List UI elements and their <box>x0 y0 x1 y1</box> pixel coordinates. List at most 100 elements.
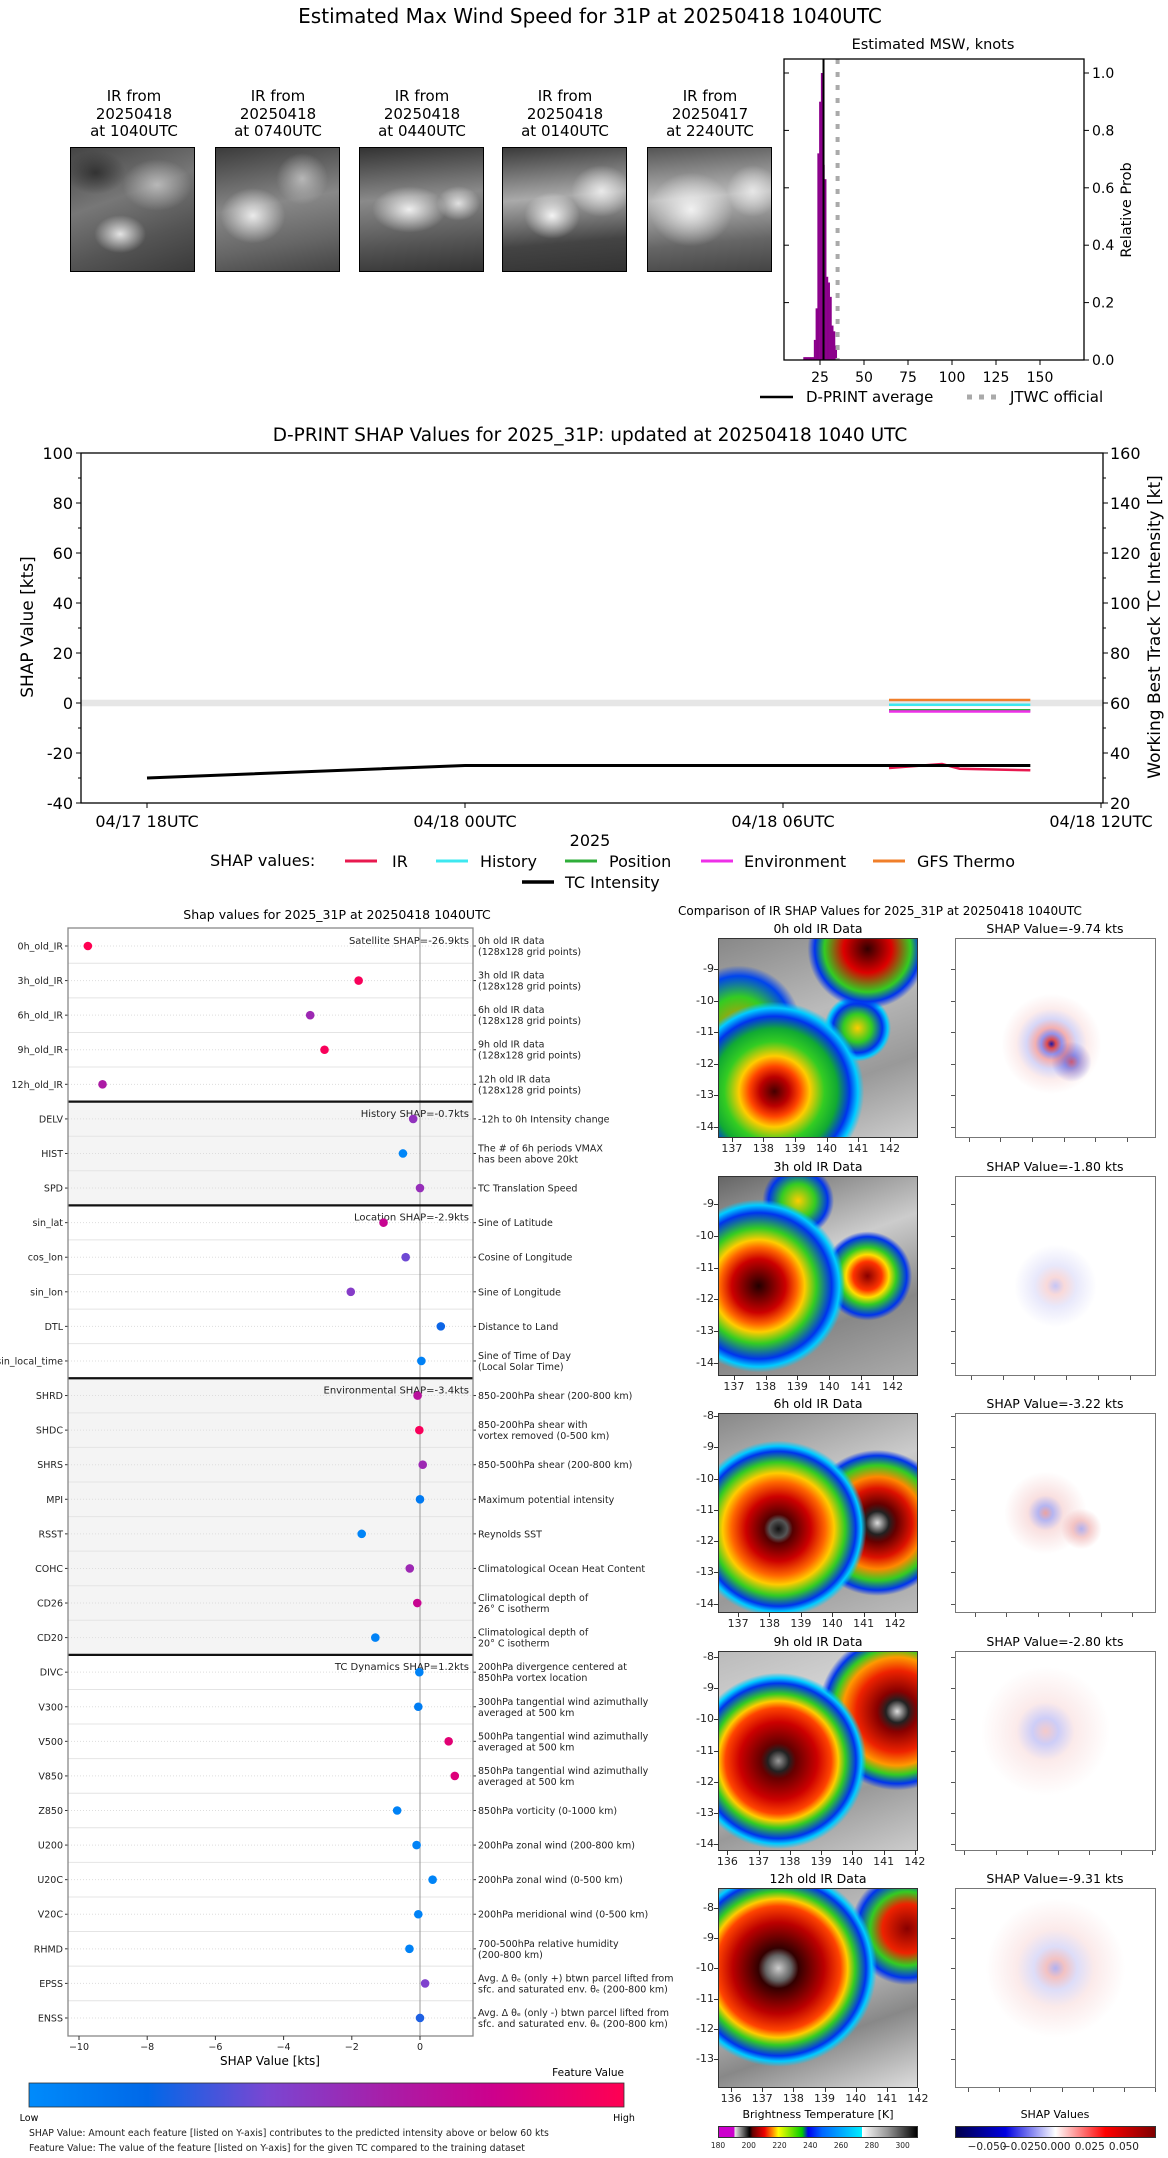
shap-lat-tick <box>951 1095 955 1097</box>
histogram-bar <box>808 357 811 360</box>
ir-panel-title: 9h old IR Data <box>773 1633 863 1649</box>
lon-tick-label: 140 <box>841 1854 863 1868</box>
lat-tick <box>714 1299 718 1301</box>
lat-tick <box>714 1000 718 1002</box>
feature-description: 200hPa divergence centered at <box>478 1662 627 1673</box>
shap-lat-tick <box>951 1235 955 1237</box>
feature-dot <box>436 1322 446 1331</box>
histogram-bar <box>829 296 832 360</box>
lat-tick-label: -10 <box>696 1471 714 1485</box>
lon-tick-label: 142 <box>884 1617 906 1630</box>
lat-tick <box>714 1063 718 1065</box>
lat-tick <box>714 1204 718 1206</box>
lon-tick <box>731 2088 733 2092</box>
feature-description: Reynolds SST <box>478 1529 542 1540</box>
lon-tick-label: 141 <box>850 1379 872 1393</box>
shap-lat-tick <box>951 1656 955 1658</box>
feature-description: (128x128 grid points) <box>478 982 581 993</box>
lon-tick-label: 140 <box>816 1142 838 1155</box>
feature-description: 3h old IR data <box>478 971 544 982</box>
shap-colorbar-title: SHAP Values <box>1020 2108 1090 2121</box>
feature-dot <box>415 1425 424 1435</box>
shap-lat-tick <box>951 2028 955 2030</box>
lat-tick <box>714 1938 718 1939</box>
x-tick-label: 04/18 12UTC <box>1049 812 1152 831</box>
feature-description: The # of 6h periods VMAX <box>477 1143 603 1154</box>
lon-tick <box>858 1138 860 1142</box>
lat-tick-label: -9 <box>703 1440 714 1454</box>
lat-tick <box>714 1907 718 1909</box>
lat-tick-label: -11 <box>696 1025 714 1039</box>
lat-tick <box>714 1541 718 1543</box>
x-tick-label: 04/18 00UTC <box>413 812 516 831</box>
lat-tick <box>714 1126 718 1128</box>
y-tick-label: 100 <box>42 444 73 463</box>
lon-tick <box>794 1138 796 1142</box>
thumbnail-label: IR from 20250418 at 0740UTC <box>198 87 358 141</box>
x-tick-label: 0 <box>417 2042 423 2053</box>
thumb-label-line: IR from <box>537 87 593 105</box>
lat-tick-label: -12 <box>696 1534 714 1548</box>
feature-description: 850hPa vorticity (0-1000 km) <box>478 1806 617 1817</box>
feature-description: Sine of Latitude <box>478 1218 553 1229</box>
feature-dot <box>320 1045 329 1055</box>
shap-value-map <box>955 938 1156 1138</box>
thumb-label-line: at 0440UTC <box>378 122 466 140</box>
shap-panel-title: SHAP Value=-9.31 kts <box>986 1871 1124 1886</box>
shap-lat-tick <box>951 1299 955 1301</box>
group-shap-label: Environmental SHAP=-3.4kts <box>324 1386 470 1397</box>
shap-panel-title: SHAP Value=-3.22 kts <box>986 1396 1124 1411</box>
feature-dot <box>417 1356 426 1366</box>
lat-tick <box>714 1267 718 1269</box>
shap-lat-tick <box>951 1509 955 1511</box>
feature-description: sfc. and saturated env. θₑ (200-800 km) <box>478 1984 668 1995</box>
feature-label: U20C <box>37 1875 63 1886</box>
ir-thumbnail-image <box>647 147 772 272</box>
feature-dot <box>415 2013 425 2023</box>
lat-tick-label: -10 <box>696 993 714 1007</box>
lon-tick <box>731 1138 733 1142</box>
lon-tick-label: 137 <box>721 1142 743 1155</box>
feature-value-colorbar <box>28 2082 625 2108</box>
shap-lon-tick <box>964 1850 966 1855</box>
x-tick-label: 04/18 06UTC <box>731 812 834 831</box>
histogram-bar <box>824 179 827 360</box>
lon-tick <box>765 1375 767 1380</box>
feature-description: 6h old IR data <box>478 1005 544 1016</box>
lat-tick <box>714 1362 718 1364</box>
lon-tick <box>821 1850 823 1855</box>
thumb-label-line: at 0740UTC <box>234 122 322 140</box>
feature-dot <box>401 1252 410 1262</box>
shap-lon-tick <box>1129 1375 1131 1380</box>
lon-tick <box>855 2088 857 2092</box>
lat-tick-label: -11 <box>696 1743 714 1757</box>
feature-dot <box>420 1979 430 1988</box>
shap-lat-tick <box>951 1267 955 1269</box>
shap-colorbar-tick: −0.050 <box>967 2141 1007 2153</box>
lat-tick-label: -13 <box>696 2052 714 2066</box>
y-tick-label: 0.8 <box>1092 123 1114 139</box>
feature-label: SHRS <box>37 1460 63 1471</box>
feature-label: 12h_old_IR <box>12 1080 64 1091</box>
feature-dot <box>371 1633 380 1642</box>
histogram-bar <box>834 345 838 360</box>
bt-colorbar-tick: 200 <box>741 2141 756 2150</box>
feature-label: sin_lat <box>32 1218 63 1229</box>
figure-title: Estimated Max Wind Speed for 31P at 2025… <box>298 4 882 28</box>
feature-dot <box>415 1494 425 1504</box>
shap-colorbar-tick: −0.025 <box>1001 2141 1041 2153</box>
legend-label: IR <box>392 852 408 871</box>
lon-tick-label: 142 <box>879 1142 901 1155</box>
x-tick-label: 75 <box>899 370 917 386</box>
shap-lat-tick <box>951 1204 955 1206</box>
lon-tick <box>763 1138 765 1142</box>
y-right-tick-label: 80 <box>1110 644 1130 663</box>
feature-description: Cosine of Longitude <box>478 1253 573 1264</box>
histogram-bar <box>826 276 829 360</box>
lon-tick-label: 139 <box>790 1617 812 1630</box>
lat-tick-label: -14 <box>696 1119 714 1133</box>
shap-lat-tick <box>951 1688 955 1689</box>
lon-tick <box>800 1613 802 1617</box>
ir-brightness-image <box>718 938 918 1138</box>
lat-tick <box>714 1813 718 1814</box>
